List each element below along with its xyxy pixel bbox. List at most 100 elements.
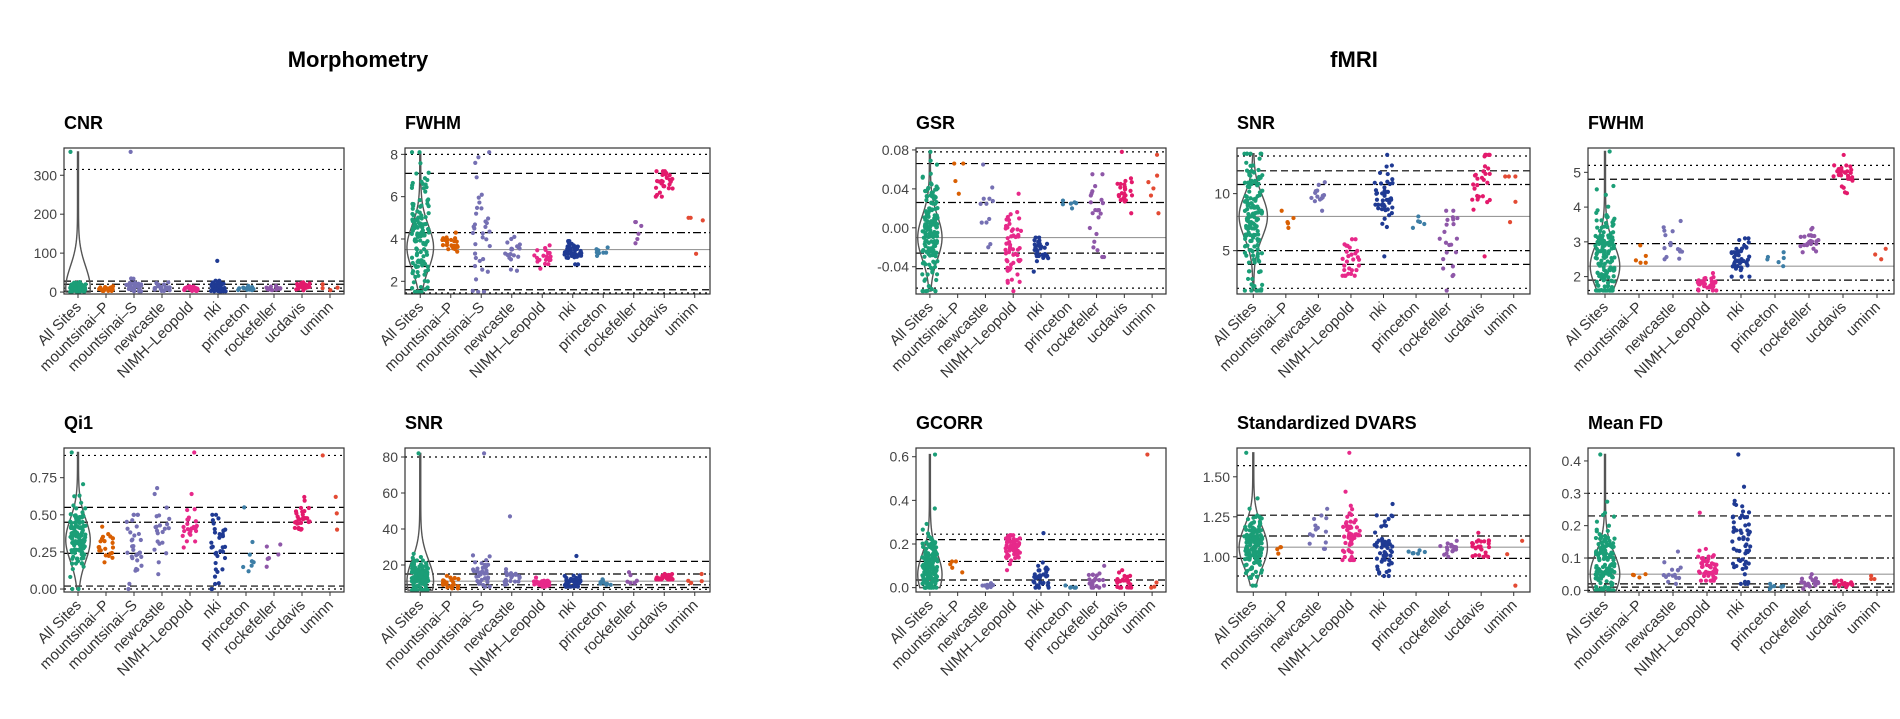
y-tick-label: 0.00 [30,581,57,597]
data-point [1844,163,1849,168]
data-point [1257,156,1262,161]
data-point [419,289,424,294]
y-tick-label: 2 [390,273,398,289]
data-point [1088,200,1093,205]
y-tick-label: 2 [1573,269,1581,285]
data-point [1247,189,1252,194]
data-point [1806,233,1812,238]
data-point [297,517,302,522]
data-point [1748,544,1753,549]
data-point [1454,236,1460,241]
data-point [1605,259,1610,264]
data-point [1740,504,1745,509]
data-point [1122,182,1127,187]
data-point [71,554,76,559]
data-point [209,586,214,592]
data-point [1594,527,1599,532]
data-point [1781,255,1786,261]
data-point [924,210,929,215]
data-point [1324,516,1329,521]
data-point [1243,571,1249,576]
data-point [298,505,304,511]
data-point [1380,221,1385,226]
data-point [479,206,484,211]
data-point [920,555,926,560]
data-point [1100,172,1105,177]
data-point [1475,197,1480,202]
data-point [1390,177,1395,182]
data-point [1712,562,1717,567]
data-point [1252,222,1257,227]
data-point [1869,576,1874,582]
data-point [1349,252,1354,257]
data-point [212,530,218,535]
data-point [425,285,430,290]
data-point [412,585,417,590]
data-point [423,242,428,247]
data-point [83,532,88,537]
data-point [1741,536,1746,542]
data-point [1255,530,1260,535]
data-point [1742,236,1748,241]
data-point [212,527,217,532]
data-point [928,249,934,254]
data-point [470,230,476,236]
data-point [1309,195,1314,201]
data-point [1095,248,1100,253]
data-point [1249,238,1254,243]
data-point [1380,191,1385,196]
data-point [512,234,517,239]
data-point [1042,245,1047,250]
data-point [1643,260,1648,265]
data-point [1441,266,1446,271]
data-point [80,482,86,487]
data-point [1046,585,1051,590]
data-point [1453,250,1459,255]
data-point [426,197,431,202]
data-point [659,178,664,184]
data-point [1259,528,1264,533]
data-point [409,231,414,236]
data-point [1243,198,1249,203]
data-point [1004,536,1009,541]
data-point [1602,267,1607,273]
data-point [1769,584,1774,590]
data-point [1455,215,1460,221]
data-point [504,582,509,587]
data-point [70,566,75,572]
data-point [1006,218,1012,223]
data-point [1379,559,1384,564]
data-point [1470,197,1475,202]
data-point [1662,560,1667,565]
data-point [159,285,164,290]
data-point [1387,181,1393,187]
data-point [926,246,931,251]
data-point [1816,580,1821,586]
data-point [1388,196,1394,201]
data-point [925,531,931,536]
data-point [1344,249,1349,254]
data-point [564,575,569,581]
data-point [1781,250,1786,255]
data-point [1036,243,1041,248]
data-point [455,249,460,254]
data-point [1743,523,1748,528]
data-point [68,534,73,540]
y-tick-label: 0.04 [882,181,909,197]
data-point [920,175,925,180]
data-point [98,548,103,553]
data-point [505,240,510,245]
data-point [294,287,299,292]
data-point [1015,272,1020,277]
data-point [1014,544,1019,550]
data-point [932,213,937,218]
data-point [1473,546,1478,551]
data-point [1256,238,1261,244]
data-point [1475,182,1480,188]
data-point [1307,532,1313,537]
data-point [1841,185,1846,190]
data-point [1869,573,1874,578]
data-point [1736,452,1741,457]
data-point [1630,572,1636,577]
data-point [960,570,965,575]
